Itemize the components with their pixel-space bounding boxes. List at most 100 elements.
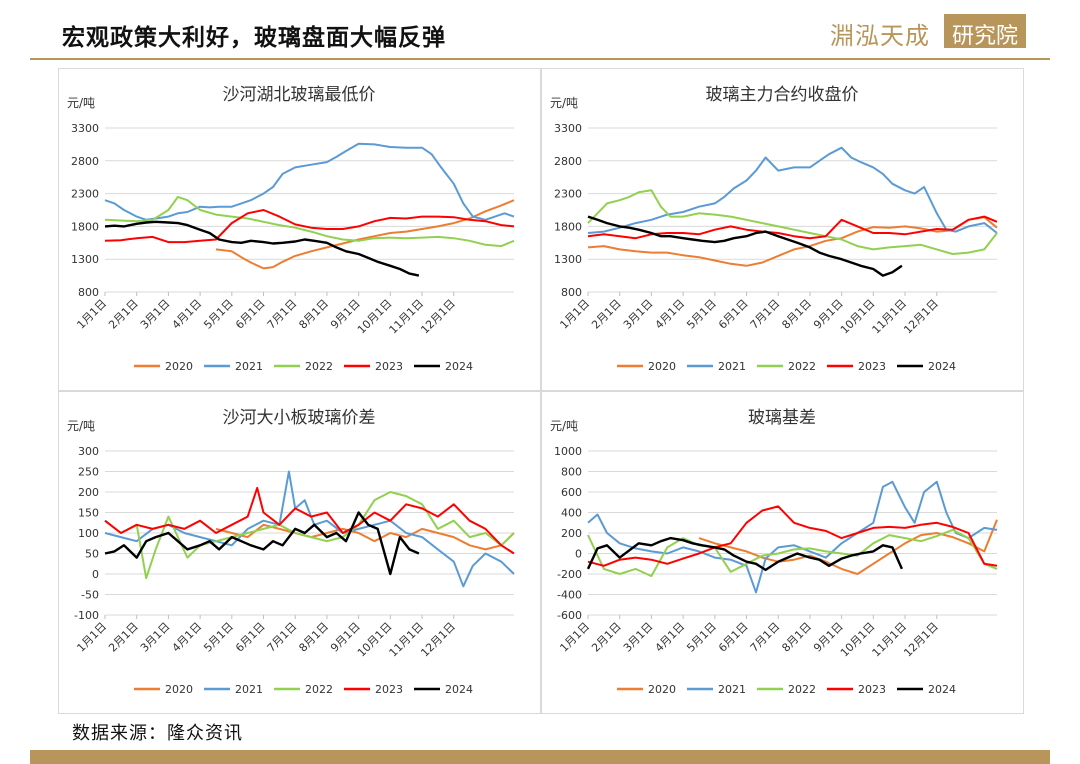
- chart3-ytick-label: 150: [78, 507, 99, 520]
- chart2-ytick-label: 2300: [554, 188, 582, 201]
- chart4-ytick-label: -200: [557, 568, 582, 581]
- logo-box-text: 研究院: [951, 24, 1018, 49]
- chart3-ytick-label: 100: [78, 527, 99, 540]
- chart1-xtick-label: 6月1日: [233, 297, 268, 332]
- chart1-ytick-label: 1800: [71, 220, 99, 233]
- chart2-unit-label: 元/吨: [550, 96, 578, 110]
- chart4-xtick-label: 8月1日: [779, 620, 814, 655]
- chart1-xtick-label: 5月1日: [201, 297, 236, 332]
- chart2-ytick-label: 2800: [554, 155, 582, 168]
- chart4-legend-label-2024: 2024: [928, 683, 956, 696]
- chart4-ytick-label: 200: [561, 527, 582, 540]
- chart2-xtick-label: 2月1日: [589, 297, 624, 332]
- chart3-ytick-label: 300: [78, 445, 99, 458]
- chart4-xtick-label: 2月1日: [589, 620, 624, 655]
- chart3-ytick-label: 200: [78, 486, 99, 499]
- chart-panel-4: 玻璃基差 元/吨 -600 -400 -200 0 200 400 600 800 1000 1月1日…: [541, 391, 1024, 714]
- chart3-legend-label-2020: 2020: [165, 683, 193, 696]
- chart2-ytick-label: 800: [561, 286, 582, 299]
- chart3-xtick-label: 2月1日: [106, 620, 141, 655]
- chart3-xtick-label: 1月1日: [74, 620, 109, 655]
- chart3-xtick-label: 12月1日: [418, 620, 458, 660]
- chart2-xtick-label: 8月1日: [779, 297, 814, 332]
- chart1-series-2024: [104, 220, 420, 277]
- chart1-xtick-label: 12月1日: [418, 297, 458, 337]
- chart1-unit-label: 元/吨: [67, 96, 95, 110]
- chart4-xtick-label: 5月1日: [684, 620, 719, 655]
- chart3-xtick-label: 6月1日: [233, 620, 268, 655]
- chart-main-contract-close: 玻璃主力合约收盘价元/吨800130018002300280033001月1日2…: [550, 85, 998, 373]
- footer-bar: [30, 750, 1050, 764]
- chart3-ytick-label: 250: [78, 466, 99, 479]
- chart2-xtick-label: 5月1日: [684, 297, 719, 332]
- chart1-series-2023: [104, 209, 515, 244]
- chart1-series-2021: [104, 142, 515, 221]
- chart3-ytick-label: 50: [85, 548, 99, 561]
- chart4-ytick-label: 600: [561, 486, 582, 499]
- chart3-legend-label-2023: 2023: [375, 683, 403, 696]
- chart2-xtick-label: 7月1日: [748, 297, 783, 332]
- chart4-series-2023: [587, 505, 998, 567]
- chart1-ytick-label: 2300: [71, 188, 99, 201]
- chart1-series-2022: [104, 195, 515, 248]
- chart1-ytick-label: 1300: [71, 253, 99, 266]
- chart3-ytick-label: 0: [92, 568, 99, 581]
- chart1-ytick-label: 3300: [71, 122, 99, 135]
- chart2-xtick-label: 12月1日: [901, 297, 941, 337]
- chart2-legend-label-2021: 2021: [718, 360, 746, 373]
- chart4-legend-label-2021: 2021: [718, 683, 746, 696]
- chart2-ytick-label: 3300: [554, 122, 582, 135]
- chart-panel-3: 沙河大小板玻璃价差 元/吨 -100 -50 0 50 100 150 200 250 300 1月1…: [58, 391, 541, 714]
- chart2-series-2021: [587, 146, 998, 234]
- chart1-xtick-label: 3月1日: [138, 297, 173, 332]
- chart2-series-2022: [587, 189, 998, 255]
- chart4-xtick-label: 3月1日: [621, 620, 656, 655]
- chart4-xtick-label: 4月1日: [653, 620, 688, 655]
- chart3-unit-label: 元/吨: [67, 419, 95, 433]
- chart3-series-2024: [104, 511, 420, 576]
- chart1-xtick-label: 4月1日: [170, 297, 205, 332]
- chart3-ytick-label: -100: [74, 609, 99, 622]
- chart3-xtick-label: 8月1日: [296, 620, 331, 655]
- chart3-series-2023: [104, 486, 515, 555]
- chart1-ytick-label: 2800: [71, 155, 99, 168]
- chart3-xtick-label: 7月1日: [265, 620, 300, 655]
- chart3-legend-label-2021: 2021: [235, 683, 263, 696]
- chart4-xtick-label: 1月1日: [557, 620, 592, 655]
- chart3-legend-label-2022: 2022: [305, 683, 333, 696]
- chart4-legend-label-2023: 2023: [858, 683, 886, 696]
- chart1-title: 沙河湖北玻璃最低价: [223, 85, 376, 105]
- chart4-xtick-label: 6月1日: [716, 620, 751, 655]
- chart4-series-2022: [587, 528, 998, 578]
- chart1-xtick-label: 8月1日: [296, 297, 331, 332]
- chart4-legend-label-2020: 2020: [648, 683, 676, 696]
- chart4-series-2020: [698, 519, 998, 575]
- chart2-xtick-label: 6月1日: [716, 297, 751, 332]
- chart2-xtick-label: 1月1日: [557, 297, 592, 332]
- chart4-legend-label-2022: 2022: [788, 683, 816, 696]
- chart1-legend-label-2022: 2022: [305, 360, 333, 373]
- chart1-xtick-label: 7月1日: [265, 297, 300, 332]
- chart3-xtick-label: 5月1日: [201, 620, 236, 655]
- chart2-legend-label-2020: 2020: [648, 360, 676, 373]
- chart3-series-2020: [215, 523, 515, 551]
- chart2-series-2024: [587, 215, 903, 277]
- chart3-legend-label-2024: 2024: [445, 683, 473, 696]
- chart2-ytick-label: 1300: [554, 253, 582, 266]
- data-source: 数据来源：隆众资讯: [72, 723, 243, 744]
- chart4-title: 玻璃基差: [748, 408, 816, 428]
- chart-panel-1: 沙河湖北玻璃最低价 元/吨 800 1300 1800 2300 2800 3300 1月1日 2…: [58, 68, 541, 391]
- chart3-series-2022: [104, 491, 515, 580]
- chart4-unit-label: 元/吨: [550, 419, 578, 433]
- chart1-ytick-label: 800: [78, 286, 99, 299]
- brand-logo: 淵泓天成 研究院: [830, 12, 1026, 52]
- chart2-title: 玻璃主力合约收盘价: [706, 85, 859, 105]
- chart2-ytick-label: 1800: [554, 220, 582, 233]
- chart3-xtick-label: 3月1日: [138, 620, 173, 655]
- chart4-ytick-label: 400: [561, 507, 582, 520]
- chart4-ytick-label: -400: [557, 589, 582, 602]
- chart3-series-2021: [104, 470, 515, 588]
- logo-text: 淵泓天成: [830, 22, 930, 50]
- logo-box: 研究院: [944, 14, 1026, 49]
